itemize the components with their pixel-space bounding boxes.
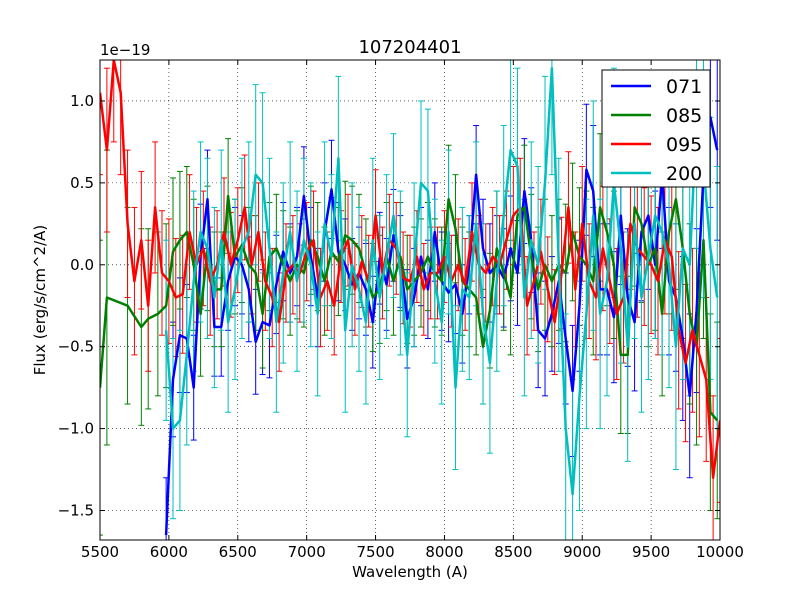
x-tick-label: 8500 <box>494 543 532 561</box>
x-tick-label: 10000 <box>696 543 744 561</box>
chart-title: 107204401 <box>358 37 461 58</box>
y-tick-label: 1.0 <box>70 92 94 110</box>
y-tick-label: 0.5 <box>70 174 94 192</box>
x-tick-label: 5500 <box>81 543 119 561</box>
plot-frame <box>99 59 721 541</box>
legend-label-071: 071 <box>666 76 702 98</box>
x-tick-label: 7500 <box>356 543 394 561</box>
legend-frame <box>601 69 711 188</box>
x-tick-label: 7000 <box>288 543 326 561</box>
ticks: 5500 6000 6500 7000 7500 8000 8500 9000 9500 1000… <box>58 60 744 561</box>
y-tick-label: −0.5 <box>58 338 94 356</box>
x-axis-label: Wavelength (A) <box>352 563 468 581</box>
x-tick-label: 8000 <box>425 543 463 561</box>
y-tick-label: 0.0 <box>70 256 94 274</box>
y-axis-label: Flux (erg/s/cm^2/A) <box>31 225 49 376</box>
y-tick-label: −1.5 <box>58 502 94 520</box>
x-tick-label: 9500 <box>632 543 670 561</box>
y-tick-label: −1.0 <box>58 420 94 438</box>
x-tick-label: 6000 <box>150 543 188 561</box>
x-tick-label: 9000 <box>563 543 601 561</box>
legend: 071 085 095 200 <box>601 69 711 188</box>
series-line-095 <box>100 60 720 479</box>
legend-label-095: 095 <box>666 134 702 156</box>
legend-label-200: 200 <box>666 163 702 185</box>
series-line-200 <box>164 66 719 496</box>
legend-label-085: 085 <box>666 105 702 127</box>
offset-label: 1e−19 <box>100 41 150 59</box>
x-tick-label: 6500 <box>219 543 257 561</box>
